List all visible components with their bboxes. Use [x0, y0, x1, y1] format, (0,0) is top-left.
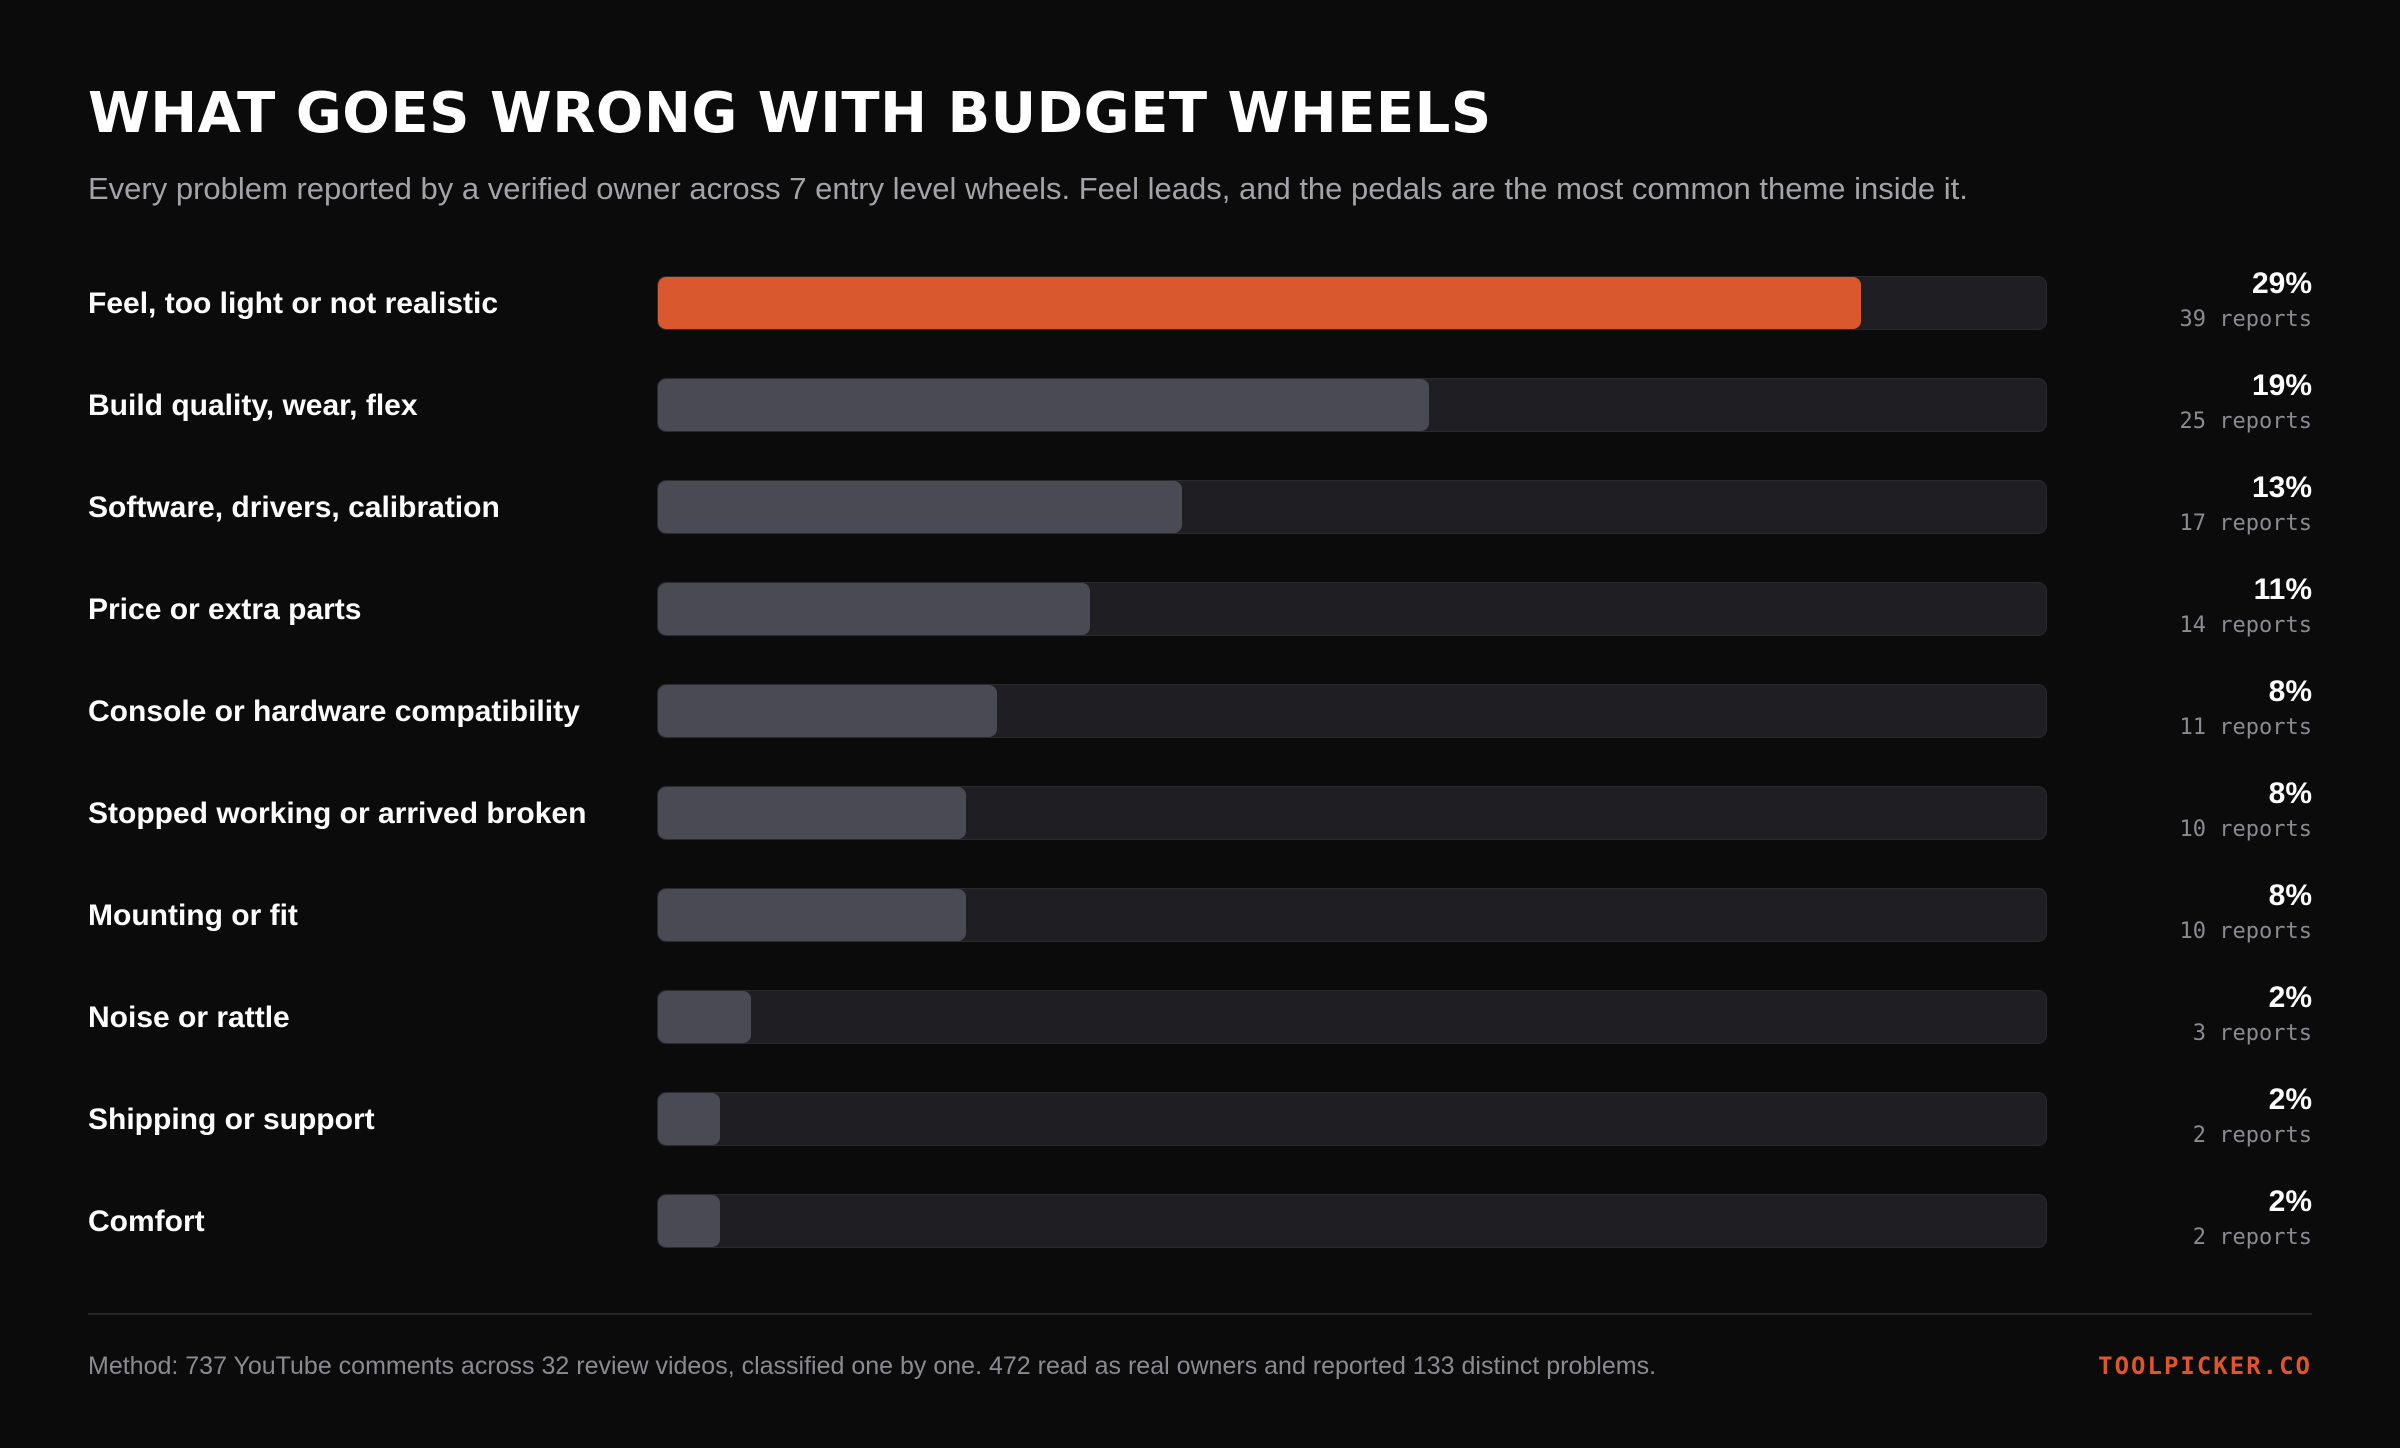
percent-label: 8%	[2268, 777, 2312, 810]
bar-track	[657, 480, 2047, 534]
category-label: Comfort	[88, 1205, 205, 1238]
bar	[658, 277, 1861, 329]
bar	[658, 1195, 720, 1247]
bar	[658, 991, 751, 1043]
report-count-label: 14 reports	[2179, 613, 2312, 638]
bar-track	[657, 684, 2047, 738]
category-label: Stopped working or arrived broken	[88, 797, 587, 830]
report-count-label: 39 reports	[2179, 307, 2312, 332]
percent-label: 13%	[2251, 471, 2312, 504]
category-label: Build quality, wear, flex	[88, 389, 418, 422]
bar-row: Console or hardware compatibility 8% 11 re…	[88, 675, 2312, 786]
report-count-label: 11 reports	[2179, 715, 2312, 740]
category-label: Mounting or fit	[88, 899, 298, 932]
bar-track	[657, 1194, 2047, 1248]
bar-row: Software, drivers, calibration 13% 17 repo…	[88, 471, 2312, 582]
page-title: WHAT GOES WRONG WITH BUDGET WHEELS	[88, 81, 1492, 146]
report-count-label: 17 reports	[2179, 511, 2312, 536]
bar-row: Feel, too light or not realistic 29% 39 re…	[88, 267, 2312, 378]
bar	[658, 685, 998, 737]
percent-label: 8%	[2268, 879, 2312, 912]
category-label: Console or hardware compatibility	[88, 695, 580, 728]
bar	[658, 1093, 720, 1145]
bar-track	[657, 990, 2047, 1044]
bar-row: Noise or rattle 2% 3 reports	[88, 981, 2312, 1092]
page-subtitle: Every problem reported by a verified own…	[88, 171, 1968, 206]
report-count-label: 2 reports	[2192, 1225, 2312, 1250]
bar-track	[657, 1092, 2047, 1146]
bar-row: Stopped working or arrived broken 8% 10 re…	[88, 777, 2312, 888]
bar	[658, 379, 1430, 431]
bar-track	[657, 786, 2047, 840]
brand-link[interactable]: TOOLPICKER.CO	[2098, 1352, 2312, 1380]
report-count-label: 10 reports	[2179, 919, 2312, 944]
percent-label: 2%	[2268, 981, 2312, 1014]
report-count-label: 25 reports	[2179, 409, 2312, 434]
bar-track	[657, 888, 2047, 942]
bar	[658, 583, 1090, 635]
percent-label: 2%	[2268, 1185, 2312, 1218]
bar	[658, 787, 967, 839]
bar-row: Build quality, wear, flex 19% 25 reports	[88, 369, 2312, 480]
bar-track	[657, 582, 2047, 636]
bar-row: Shipping or support 2% 2 reports	[88, 1083, 2312, 1194]
bar-row: Price or extra parts 11% 14 reports	[88, 573, 2312, 684]
report-count-label: 10 reports	[2179, 817, 2312, 842]
report-count-label: 2 reports	[2192, 1123, 2312, 1148]
percent-label: 8%	[2268, 675, 2312, 708]
percent-label: 2%	[2268, 1083, 2312, 1116]
method-note: Method: 737 YouTube comments across 32 r…	[88, 1352, 1657, 1380]
percent-label: 29%	[2251, 267, 2312, 300]
bar	[658, 889, 967, 941]
bar-row: Mounting or fit 8% 10 reports	[88, 879, 2312, 990]
bar-track	[657, 378, 2047, 432]
bar-row: Comfort 2% 2 reports	[88, 1185, 2312, 1296]
percent-label: 19%	[2251, 369, 2312, 402]
category-label: Feel, too light or not realistic	[88, 287, 499, 320]
category-label: Software, drivers, calibration	[88, 491, 500, 524]
bar	[658, 481, 1183, 533]
report-count-label: 3 reports	[2192, 1021, 2312, 1046]
category-label: Price or extra parts	[88, 593, 362, 626]
category-label: Noise or rattle	[88, 1001, 290, 1034]
page: WHAT GOES WRONG WITH BUDGET WHEELS Every…	[88, 80, 2312, 1380]
bar-track	[657, 276, 2047, 330]
category-label: Shipping or support	[88, 1103, 375, 1136]
percent-label: 11%	[2253, 573, 2312, 606]
footer-divider	[88, 1313, 2312, 1315]
